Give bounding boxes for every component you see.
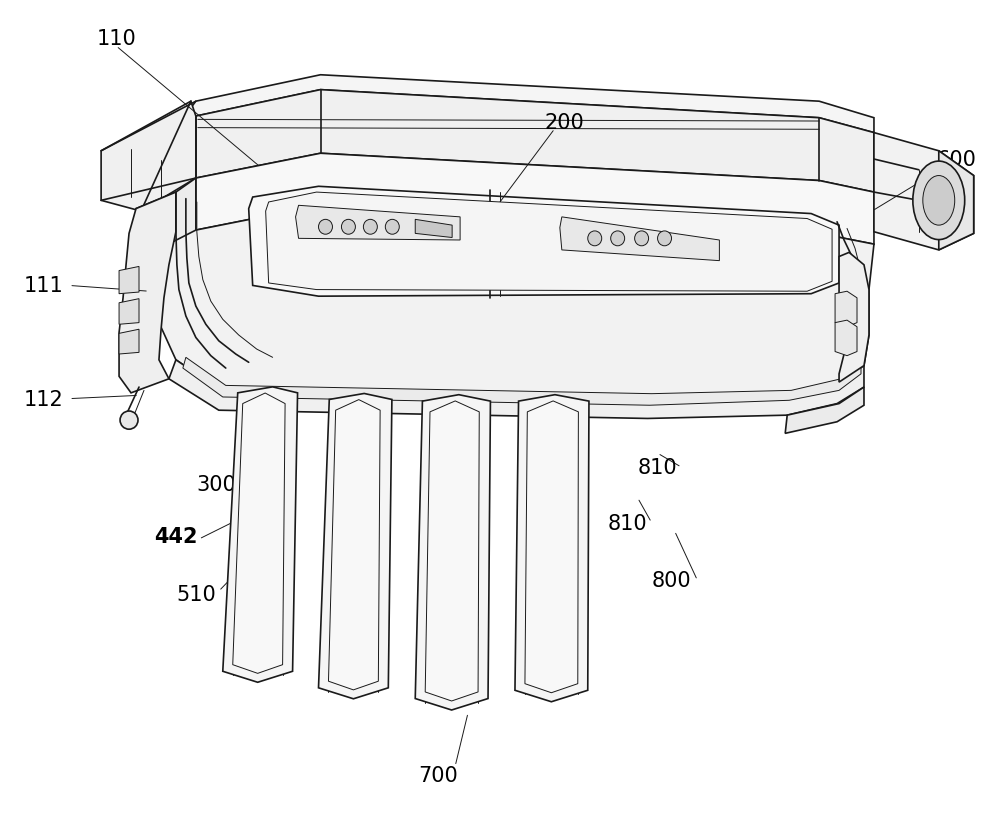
Polygon shape [101,102,196,212]
Polygon shape [785,388,864,434]
Polygon shape [415,220,452,238]
Polygon shape [196,90,874,193]
Polygon shape [425,402,479,701]
Polygon shape [266,193,832,291]
Polygon shape [119,330,139,354]
Polygon shape [835,291,857,327]
Text: 300: 300 [196,474,236,494]
Polygon shape [249,187,839,296]
Text: 810: 810 [638,458,677,478]
Ellipse shape [319,220,332,235]
Polygon shape [839,253,869,383]
Ellipse shape [611,232,625,247]
Text: 110: 110 [96,28,136,49]
Ellipse shape [635,232,649,247]
Polygon shape [939,152,974,251]
Polygon shape [169,360,864,419]
Ellipse shape [385,220,399,235]
Text: 200: 200 [545,113,585,132]
Ellipse shape [120,412,138,430]
Ellipse shape [341,220,355,235]
Polygon shape [223,388,298,682]
Text: 112: 112 [23,389,63,409]
Polygon shape [119,299,139,325]
Polygon shape [191,75,874,133]
Text: 600: 600 [937,150,977,170]
Ellipse shape [588,232,602,247]
Text: 510: 510 [176,584,216,604]
Polygon shape [183,358,861,406]
Text: 800: 800 [652,570,691,590]
Text: 810: 810 [608,513,647,533]
Ellipse shape [923,176,955,226]
Polygon shape [328,400,380,690]
Polygon shape [296,206,460,241]
Polygon shape [233,393,285,673]
Text: 111: 111 [23,276,63,296]
Polygon shape [560,218,719,262]
Polygon shape [196,154,874,245]
Polygon shape [119,193,176,393]
Polygon shape [136,206,874,399]
Ellipse shape [913,162,965,240]
Polygon shape [835,320,857,356]
Polygon shape [515,395,589,702]
Polygon shape [319,394,392,699]
Ellipse shape [363,220,377,235]
Polygon shape [119,267,139,294]
Polygon shape [525,402,578,693]
Polygon shape [874,133,974,251]
Polygon shape [136,179,196,262]
Polygon shape [415,395,490,710]
Text: 442: 442 [154,526,198,546]
Ellipse shape [658,232,672,247]
Text: 700: 700 [418,764,458,785]
